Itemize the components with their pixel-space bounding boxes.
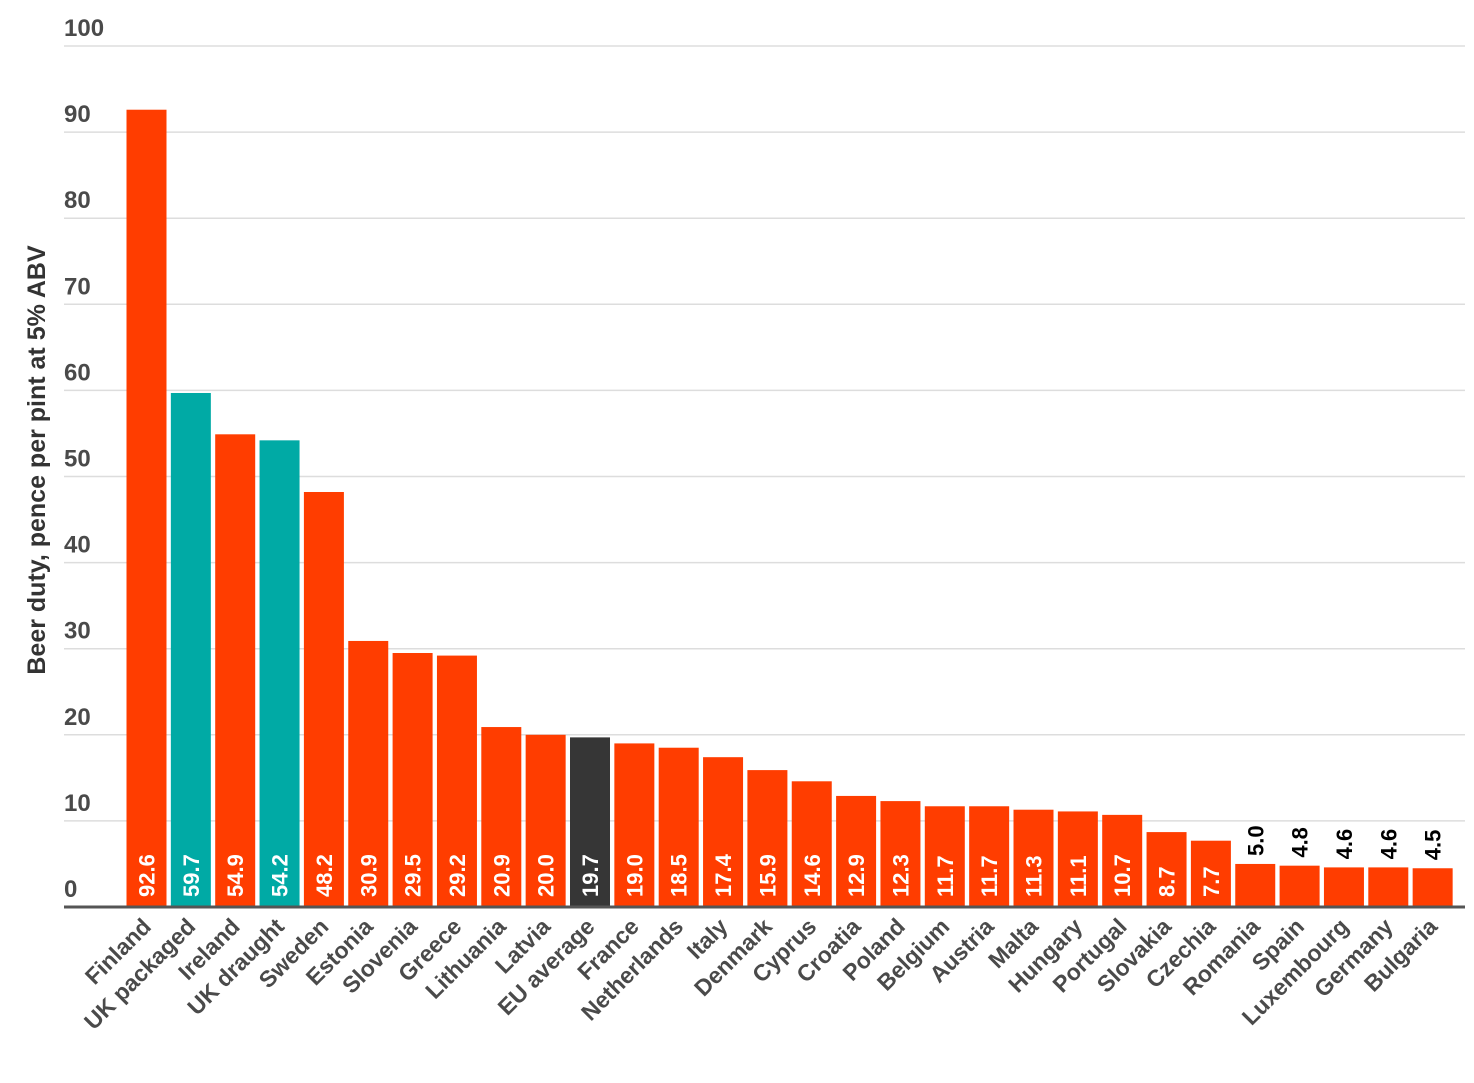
value-labels: 92.6 59.7 54.9 54.2 48.2 30.9 29.5 29.2 20.9 20.0… <box>135 825 1446 897</box>
bar <box>1013 809 1054 907</box>
y-tick-label: 40 <box>64 532 91 559</box>
value-label: 12.9 <box>844 854 869 897</box>
value-label: 10.7 <box>1110 854 1135 897</box>
value-label: 5.0 <box>1243 825 1268 856</box>
value-label: 8.7 <box>1155 866 1180 897</box>
bar <box>303 491 344 907</box>
bar <box>348 640 389 907</box>
y-tick-label: 10 <box>64 790 91 817</box>
value-label: 4.5 <box>1421 830 1446 861</box>
bar <box>614 743 655 907</box>
bar <box>525 734 566 907</box>
bar <box>1235 863 1276 907</box>
bar <box>436 655 477 907</box>
value-label: 18.5 <box>667 854 692 897</box>
bar <box>1412 868 1453 907</box>
y-tick-label: 0 <box>64 876 77 903</box>
bar <box>703 757 744 907</box>
y-tick-label: 50 <box>64 446 91 473</box>
bar <box>126 109 167 908</box>
value-label: 30.9 <box>356 854 381 897</box>
bar <box>924 806 965 907</box>
value-label: 20.0 <box>534 854 559 897</box>
value-label: 59.7 <box>179 854 204 897</box>
y-tick-label: 100 <box>64 15 104 42</box>
value-label: 7.7 <box>1199 866 1224 897</box>
bar <box>836 795 877 907</box>
bar <box>570 737 610 907</box>
value-label: 20.9 <box>489 854 514 897</box>
bar <box>791 781 832 907</box>
bar <box>1190 840 1231 907</box>
bar <box>1146 832 1187 907</box>
bar <box>658 747 699 907</box>
value-label: 48.2 <box>312 854 337 897</box>
value-label: 11.3 <box>1022 855 1047 897</box>
value-label: 19.7 <box>578 854 603 897</box>
value-label: 14.6 <box>800 854 825 897</box>
bar <box>1102 814 1143 907</box>
bar <box>170 392 211 907</box>
bar <box>1368 867 1409 907</box>
value-label: 4.8 <box>1288 827 1313 858</box>
bar <box>1057 811 1098 907</box>
value-label: 12.3 <box>888 854 913 897</box>
bar <box>880 801 921 907</box>
y-tick-label: 60 <box>64 359 91 386</box>
value-label: 29.5 <box>401 854 426 897</box>
value-label: 54.2 <box>268 854 293 897</box>
value-label: 19.0 <box>622 854 647 897</box>
bar <box>259 440 300 907</box>
bars <box>126 109 1453 908</box>
y-tick-label: 30 <box>64 618 91 645</box>
bar <box>747 770 788 907</box>
value-label: 4.6 <box>1376 829 1401 860</box>
y-tick-label: 70 <box>64 273 91 300</box>
y-tick-label: 80 <box>64 187 91 214</box>
y-tick-label: 90 <box>64 101 91 128</box>
bar <box>392 653 433 907</box>
bar <box>1323 867 1364 907</box>
bar <box>215 434 256 907</box>
y-tick-label: 20 <box>64 704 91 731</box>
value-label: 17.4 <box>711 853 736 897</box>
value-label: 11.7 <box>933 855 958 897</box>
y-axis-tick-labels: 0 10 20 30 40 50 60 70 80 90 100 <box>64 15 104 903</box>
value-label: 54.9 <box>223 854 248 897</box>
value-label: 29.2 <box>445 854 470 897</box>
value-label: 11.7 <box>977 855 1002 897</box>
value-label: 15.9 <box>755 854 780 897</box>
bar <box>481 727 522 907</box>
value-label: 4.6 <box>1332 829 1357 860</box>
y-axis-title: Beer duty, pence per pint at 5% ABV <box>23 245 51 675</box>
value-label: 92.6 <box>135 854 160 897</box>
value-label: 11.1 <box>1066 855 1091 897</box>
bar <box>969 806 1010 907</box>
bar <box>1279 865 1320 907</box>
